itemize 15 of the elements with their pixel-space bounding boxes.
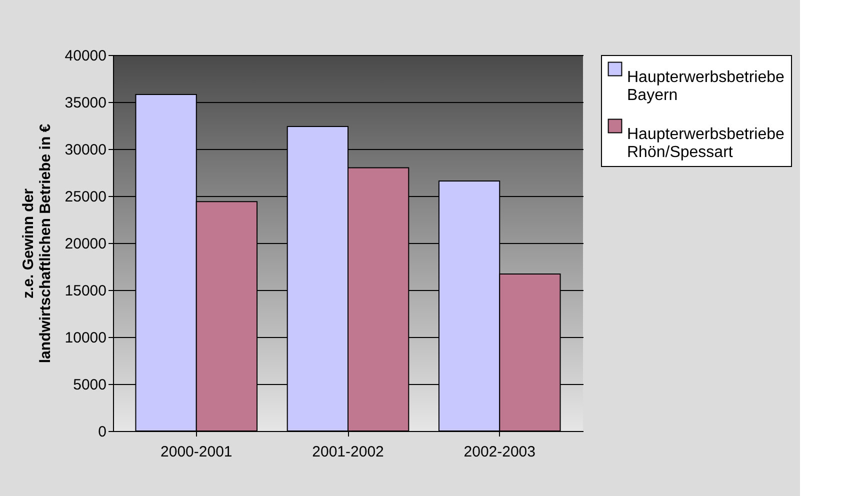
y-tick-label: 30000 — [64, 142, 106, 158]
x-tick-label: 2001-2002 — [312, 444, 384, 460]
y-tick-label: 5000 — [73, 376, 106, 394]
y-tick-label: 0 — [98, 424, 106, 440]
y-tick-label: 35000 — [64, 94, 106, 112]
legend-label: Haupterwerbsbetriebe Bayern — [627, 69, 785, 104]
y-tick-label: 20000 — [64, 236, 106, 252]
y-tick-label: 15000 — [64, 282, 106, 300]
y-tick-label: 10000 — [64, 330, 106, 346]
y-tick-label: 40000 — [64, 48, 106, 64]
legend-label: Haupterwerbsbetriebe Rhön/Spessart — [627, 126, 785, 161]
y-tick-label: 25000 — [64, 188, 106, 206]
x-tick-label: 2000-2001 — [160, 444, 232, 460]
y-axis-title: z.e. Gewinn der landwirtschaftlichen Betriebe in € — [20, 123, 54, 364]
x-tick-label: 2002-2003 — [464, 444, 536, 460]
